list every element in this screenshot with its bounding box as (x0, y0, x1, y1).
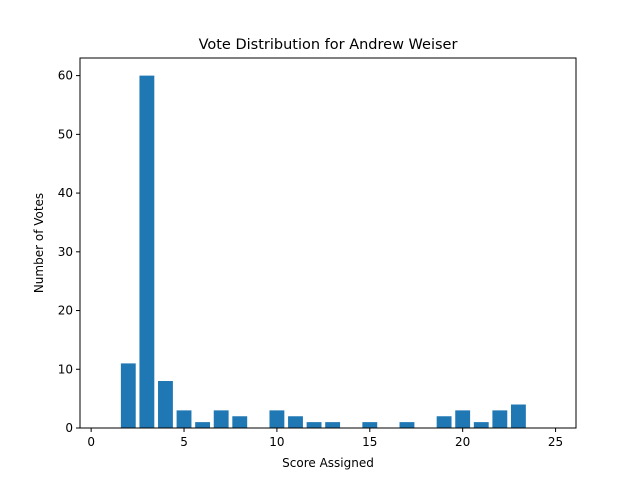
y-axis-label: Number of Votes (32, 193, 46, 293)
bar-score-22 (492, 410, 508, 428)
bar-score-17 (399, 422, 415, 428)
bar-score-10 (269, 410, 285, 428)
bar-score-23 (510, 404, 526, 428)
x-tick-label: 25 (548, 435, 563, 449)
y-tick-label: 40 (58, 186, 73, 200)
bar-score-6 (195, 422, 211, 428)
x-tick-label: 15 (362, 435, 377, 449)
y-tick-label: 60 (58, 69, 73, 83)
y-tick-label: 20 (58, 304, 73, 318)
bar-score-13 (325, 422, 341, 428)
bar-score-15 (362, 422, 378, 428)
x-tick-label: 5 (180, 435, 188, 449)
bar-score-19 (436, 416, 452, 428)
bar-score-2 (120, 363, 136, 428)
chart-title: Vote Distribution for Andrew Weiser (199, 37, 458, 53)
x-ticks: 0 5 10 15 20 25 (87, 428, 563, 449)
bar-score-20 (455, 410, 471, 428)
bar-score-8 (232, 416, 248, 428)
bar-score-12 (306, 422, 322, 428)
bar-score-7 (213, 410, 229, 428)
bar-score-3 (139, 75, 155, 428)
x-tick-label: 0 (87, 435, 95, 449)
bars-group (120, 75, 526, 428)
x-tick-label: 10 (269, 435, 284, 449)
y-tick-label: 0 (65, 421, 73, 435)
x-axis-label: Score Assigned (282, 456, 374, 470)
y-tick-label: 30 (58, 245, 73, 259)
bar-score-5 (176, 410, 192, 428)
plot-frame (79, 57, 577, 429)
bar-score-21 (473, 422, 489, 428)
y-tick-label: 10 (58, 362, 73, 376)
bar-score-4 (158, 381, 173, 428)
x-tick-label: 20 (455, 435, 470, 449)
bar-score-11 (288, 416, 303, 428)
y-tick-label: 50 (58, 127, 73, 141)
y-ticks: 0 10 20 30 40 50 60 (58, 69, 80, 435)
